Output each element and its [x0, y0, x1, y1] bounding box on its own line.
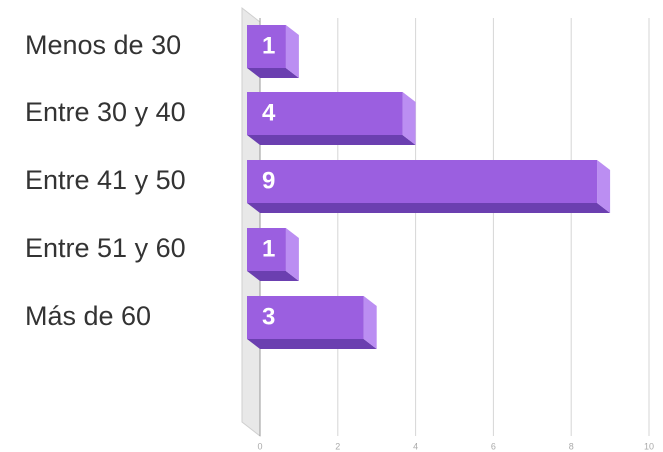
bar-bottom	[247, 68, 299, 78]
bar-side	[402, 92, 416, 145]
bar-side	[285, 228, 299, 281]
x-tick-label: 6	[491, 441, 496, 451]
bar	[247, 228, 286, 271]
x-tick-label: 0	[257, 441, 262, 451]
x-tick-label: 2	[335, 441, 340, 451]
bar-bottom	[247, 203, 611, 213]
value-label: 3	[262, 303, 275, 330]
bar	[247, 92, 403, 135]
value-label: 1	[262, 235, 275, 262]
category-label: Entre 41 y 50	[25, 165, 186, 195]
category-label: Entre 30 y 40	[25, 97, 186, 127]
x-tick-label: 10	[644, 441, 654, 451]
value-label: 4	[262, 99, 276, 126]
bar-bottom	[247, 135, 416, 145]
value-label: 1	[262, 32, 275, 59]
category-label: Entre 51 y 60	[25, 233, 186, 263]
bar-side	[597, 160, 611, 213]
x-tick-label: 4	[413, 441, 418, 451]
bar	[247, 25, 286, 68]
category-label: Menos de 30	[25, 30, 181, 60]
bar-side	[363, 296, 377, 349]
value-label: 9	[262, 167, 275, 194]
category-label: Más de 60	[25, 301, 151, 331]
bar	[247, 296, 364, 339]
bar	[247, 160, 598, 203]
bar-bottom	[247, 339, 377, 349]
bar-side	[285, 25, 299, 78]
x-tick-label: 8	[569, 441, 574, 451]
bar-bottom	[247, 271, 299, 281]
